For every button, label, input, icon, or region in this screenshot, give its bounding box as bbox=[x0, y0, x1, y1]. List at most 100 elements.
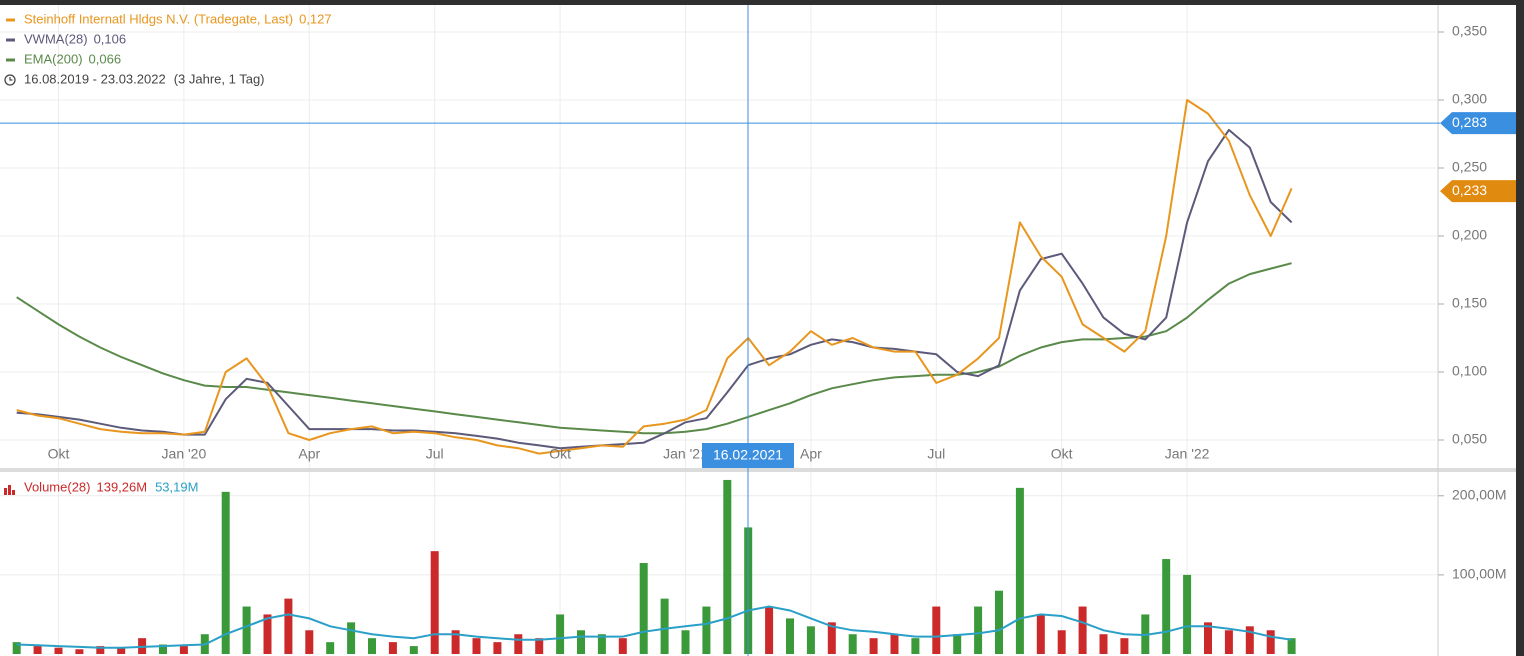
y-tick-label: 0,350 bbox=[1452, 23, 1487, 39]
legend-label: VWMA(28) bbox=[24, 31, 88, 46]
legend-swatch bbox=[6, 38, 15, 42]
volume-bar bbox=[12, 642, 21, 654]
volume-legend-label: Volume(28) bbox=[24, 479, 90, 494]
price-line bbox=[16, 262, 1292, 435]
volume-bar bbox=[305, 630, 314, 654]
volume-legend-value: 139,26M bbox=[96, 479, 147, 494]
volume-bar bbox=[974, 606, 983, 654]
volume-bar bbox=[430, 551, 439, 654]
x-tick-label: Okt bbox=[549, 446, 571, 462]
y-tick-label: 200,00M bbox=[1452, 486, 1506, 502]
y-tick-label: 100,00M bbox=[1452, 566, 1506, 582]
volume-bar bbox=[995, 590, 1003, 654]
legend-swatch bbox=[6, 18, 15, 22]
volume-bar bbox=[618, 638, 627, 654]
volume-bar bbox=[368, 638, 376, 654]
volume-bar bbox=[179, 646, 188, 654]
volume-bar bbox=[75, 649, 84, 654]
volume-bar bbox=[1183, 574, 1192, 654]
volume-bar bbox=[681, 630, 690, 654]
price-badge-label: 0,283 bbox=[1452, 114, 1487, 130]
x-tick-label: Jan '21 bbox=[663, 446, 708, 462]
y-tick-label: 0,150 bbox=[1452, 295, 1487, 311]
volume-bar bbox=[639, 563, 648, 654]
legend-value: 0,127 bbox=[299, 11, 332, 26]
volume-bar bbox=[409, 646, 418, 654]
volume-bar bbox=[1015, 487, 1024, 654]
volume-icon bbox=[12, 490, 15, 495]
y-tick-label: 0,300 bbox=[1452, 91, 1487, 107]
volume-bar bbox=[890, 634, 899, 654]
volume-bar bbox=[117, 647, 126, 654]
volume-bar bbox=[284, 598, 293, 654]
volume-bar bbox=[597, 634, 606, 654]
volume-bar bbox=[159, 644, 167, 654]
volume-bar bbox=[1036, 614, 1045, 654]
volume-bar bbox=[242, 606, 251, 654]
volume-bar bbox=[1245, 626, 1254, 654]
volume-bar bbox=[869, 638, 878, 654]
volume-bar bbox=[263, 614, 272, 654]
volume-bar bbox=[911, 638, 920, 654]
x-tick-label: Apr bbox=[800, 446, 822, 462]
range-note: (3 Jahre, 1 Tag) bbox=[174, 71, 265, 86]
x-tick-label: Okt bbox=[1051, 446, 1073, 462]
legend-label: EMA(200) bbox=[24, 51, 83, 66]
x-tick-label: Jul bbox=[426, 446, 444, 462]
price-badge-label: 0,233 bbox=[1452, 182, 1487, 198]
price-line bbox=[16, 128, 1293, 450]
volume-bar bbox=[806, 626, 815, 654]
panel-separator bbox=[0, 468, 1516, 472]
x-tick-label: Jan '22 bbox=[1165, 446, 1210, 462]
volume-bar bbox=[347, 622, 356, 654]
date-badge bbox=[702, 443, 794, 468]
volume-bar bbox=[1266, 630, 1275, 654]
range-label: 16.08.2019 - 23.03.2022 bbox=[24, 71, 166, 86]
right-bar bbox=[1516, 0, 1524, 656]
volume-bar bbox=[451, 630, 460, 654]
volume-bar bbox=[1078, 606, 1087, 654]
volume-bar bbox=[54, 647, 63, 654]
y-tick-label: 0,200 bbox=[1452, 227, 1487, 243]
price-badge bbox=[1440, 112, 1516, 135]
y-tick-label: 0,100 bbox=[1452, 363, 1487, 379]
volume-bar bbox=[221, 491, 230, 654]
volume-bar bbox=[1204, 622, 1212, 654]
y-tick-label: 0,050 bbox=[1452, 431, 1487, 447]
x-tick-label: Apr bbox=[298, 446, 320, 462]
volume-bar bbox=[1162, 559, 1171, 654]
volume-bar bbox=[577, 630, 585, 654]
legend-swatch bbox=[6, 58, 15, 62]
volume-bar bbox=[96, 646, 105, 654]
volume-average-value: 53,19M bbox=[155, 479, 198, 494]
volume-bar bbox=[326, 642, 335, 654]
price-line bbox=[16, 99, 1293, 455]
clock-icon bbox=[4, 74, 16, 86]
volume-bar bbox=[493, 642, 502, 654]
volume-icon bbox=[8, 485, 11, 495]
volume-bar bbox=[848, 634, 857, 654]
x-tick-label: Jul bbox=[927, 446, 945, 462]
volume-bar bbox=[514, 634, 523, 654]
y-tick-label: 0,250 bbox=[1452, 159, 1487, 175]
x-tick-label: Jan '20 bbox=[162, 446, 207, 462]
price-badge bbox=[1440, 180, 1516, 203]
volume-bar bbox=[1224, 630, 1233, 654]
date-badge-label: 16.02.2021 bbox=[713, 447, 783, 463]
volume-bar bbox=[535, 638, 544, 654]
top-bar bbox=[0, 0, 1524, 5]
volume-icon bbox=[4, 488, 7, 495]
volume-bar bbox=[953, 634, 962, 654]
volume-bar bbox=[827, 622, 836, 654]
volume-bar bbox=[765, 606, 774, 654]
volume-bar bbox=[1287, 638, 1296, 654]
volume-bar bbox=[388, 642, 397, 654]
volume-bar bbox=[1120, 638, 1129, 654]
volume-bar bbox=[556, 614, 565, 654]
volume-bar bbox=[786, 618, 794, 654]
volume-bar bbox=[723, 479, 732, 654]
volume-bar bbox=[472, 638, 481, 654]
volume-bar bbox=[33, 646, 42, 654]
